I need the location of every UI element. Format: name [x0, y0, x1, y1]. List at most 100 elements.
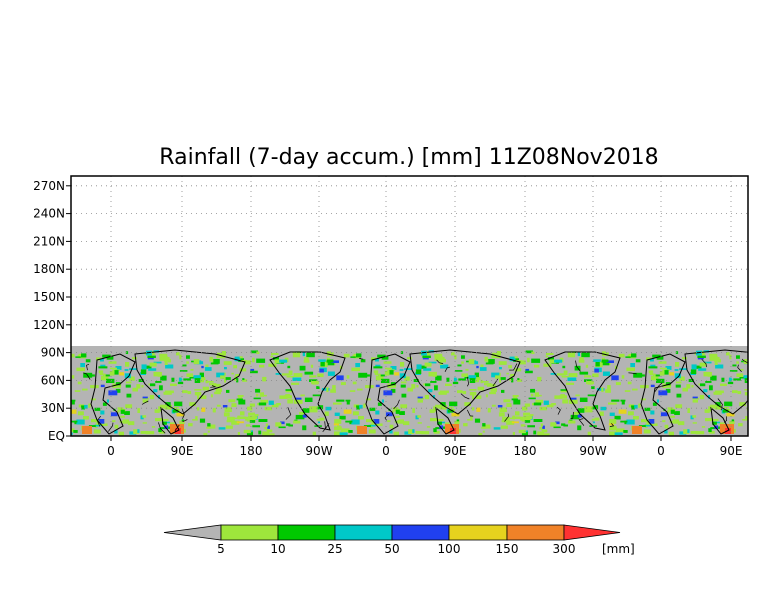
rain-cell [674, 373, 681, 379]
rain-cell [577, 425, 582, 431]
rain-cell [120, 415, 125, 418]
rain-cell [482, 430, 485, 433]
rain-cell [397, 419, 404, 424]
rain-cell [667, 410, 670, 413]
rain-cell [434, 353, 443, 357]
rain-cell [475, 376, 481, 381]
rain-cell [56, 360, 64, 363]
rain-cell [463, 423, 468, 427]
rain-cell [98, 366, 108, 369]
rain-cell [626, 419, 635, 425]
rain-cell [435, 427, 443, 430]
rain-cell [760, 357, 763, 362]
rain-cell [252, 425, 260, 428]
rain-cell [710, 427, 718, 430]
rain-cell [451, 413, 460, 417]
rain-cell [729, 420, 735, 425]
rain-cell [333, 402, 342, 405]
rain-cell [31, 353, 40, 358]
rain-cell [643, 429, 651, 434]
country-border [737, 364, 742, 372]
rain-cell [650, 364, 656, 367]
rain-cell [570, 414, 580, 420]
rain-cell [415, 431, 424, 434]
rain-cell [742, 419, 748, 421]
rain-cell [49, 361, 56, 363]
rain-cell [511, 421, 519, 424]
rain-cell [665, 388, 671, 393]
rain-cell [454, 420, 460, 425]
rain-cell [317, 405, 324, 410]
rain-cell [609, 431, 618, 436]
rain-cell [644, 407, 651, 411]
rain-cell [76, 419, 85, 425]
rain-cell [271, 404, 279, 408]
rain-cell [85, 359, 91, 363]
rain-cell [773, 405, 778, 408]
rain-cell [699, 394, 705, 400]
rain-cell [159, 356, 168, 361]
rain-cell [652, 354, 661, 358]
rain-cell [761, 363, 769, 365]
rain-cell [763, 359, 770, 364]
rain-cell [248, 415, 256, 420]
rain-cell [375, 410, 380, 415]
rain-cell [13, 425, 18, 427]
rain-cell [194, 391, 202, 396]
rain-cell [761, 394, 763, 397]
rain-cell [228, 399, 236, 403]
rain-cell [231, 420, 240, 425]
rain-cell [18, 353, 25, 358]
rain-cell [147, 355, 156, 358]
rain-cell [669, 372, 674, 376]
rain-cell [528, 397, 536, 400]
rain-cell [124, 373, 131, 379]
rain-cell [649, 423, 658, 426]
rain-cell [309, 375, 317, 378]
rain-cell [173, 407, 179, 409]
rain-cell [374, 423, 383, 426]
rain-cell [475, 395, 482, 399]
rain-cell [88, 403, 91, 408]
heavy-rain-cell [82, 426, 92, 434]
y-tick-label: 270N [33, 179, 65, 193]
rain-cell [281, 373, 291, 376]
rain-cell [394, 372, 399, 376]
rain-cell [708, 430, 715, 434]
rain-cell [461, 373, 468, 377]
country-border [460, 393, 470, 400]
rain-cell [71, 409, 77, 414]
rain-cell [0, 359, 6, 363]
rain-cell [153, 371, 162, 377]
rain-cell [511, 398, 518, 401]
coastline [0, 352, 70, 430]
rain-cell [287, 399, 294, 404]
rain-cell [375, 384, 380, 388]
rain-cell [93, 424, 101, 427]
rain-cell [739, 402, 746, 406]
rain-cell [248, 412, 255, 416]
rain-cell [201, 365, 204, 369]
rain-cell [260, 399, 268, 404]
rain-cell [304, 357, 309, 362]
rain-cell [736, 373, 743, 377]
rain-cell [634, 404, 638, 409]
rain-cell [724, 401, 733, 407]
rain-cell [757, 423, 760, 426]
rain-cell [103, 373, 106, 378]
rain-cell [276, 403, 281, 406]
rain-cell [759, 383, 766, 385]
rain-cell [675, 362, 680, 367]
colorbar-swatch [220, 524, 279, 541]
rain-cell [550, 373, 557, 375]
rain-cell [59, 423, 64, 425]
rain-cell [614, 415, 621, 420]
rain-cell [256, 351, 260, 354]
rain-cell [236, 421, 244, 424]
rain-cell [197, 394, 200, 400]
rain-cell [687, 429, 690, 433]
rain-cell [250, 368, 255, 373]
rain-cell [750, 419, 755, 423]
rain-cell [1, 373, 7, 375]
